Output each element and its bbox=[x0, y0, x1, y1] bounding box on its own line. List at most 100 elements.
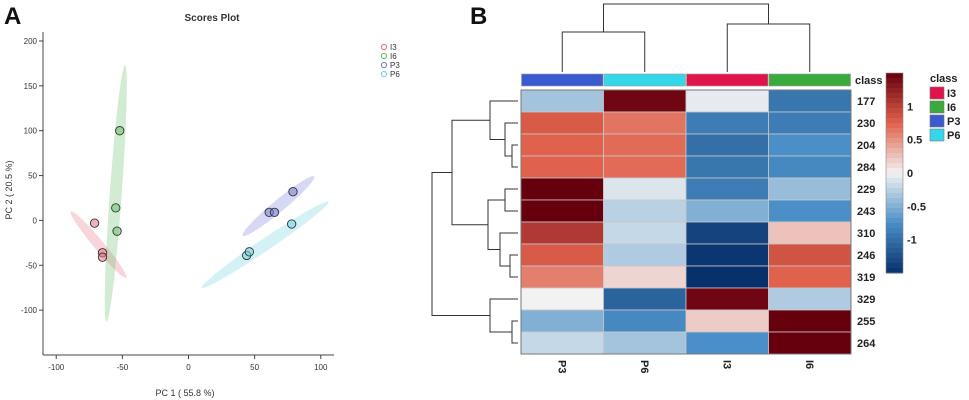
colorbar-segment bbox=[886, 133, 903, 139]
colorbar-segment bbox=[886, 253, 903, 259]
colorbar-segment bbox=[886, 108, 903, 114]
row-label-230: 230 bbox=[857, 118, 875, 130]
y-tick-label: 50 bbox=[28, 172, 37, 181]
row-dendrogram-branch bbox=[509, 254, 518, 278]
legend-marker-I3 bbox=[380, 43, 388, 51]
colorbar-tick-label: -1 bbox=[907, 235, 917, 247]
legend-marker-I6 bbox=[380, 52, 388, 60]
row-label-329: 329 bbox=[857, 294, 875, 306]
column-label-P6: P6 bbox=[638, 360, 650, 373]
colorbar-tick-label: 0.5 bbox=[907, 135, 922, 147]
row-dendrogram-branch bbox=[504, 188, 518, 212]
panel-letter-a: A bbox=[4, 3, 21, 30]
class-legend-swatch-P3 bbox=[929, 114, 945, 128]
colorbar-segment bbox=[886, 268, 903, 274]
colorbar-segment bbox=[886, 183, 903, 189]
class-bar: class bbox=[521, 73, 883, 87]
confidence-ellipse-I3 bbox=[70, 211, 127, 278]
colorbar-segment bbox=[886, 213, 903, 219]
class-legend-label-P6: P6 bbox=[947, 130, 960, 142]
class-legend-swatch-P6 bbox=[929, 128, 945, 142]
heatmap-cell-177-I3 bbox=[685, 89, 769, 113]
colorbar-segment bbox=[886, 233, 903, 239]
colorbar-segment bbox=[886, 128, 903, 134]
y-tick-label: -50 bbox=[25, 261, 37, 270]
colorbar-segment bbox=[886, 188, 903, 194]
column-label-I6: I6 bbox=[803, 360, 815, 369]
colorbar-segment bbox=[886, 153, 903, 159]
x-tick-label: -100 bbox=[48, 363, 65, 372]
colorbar-segment bbox=[886, 103, 903, 109]
row-dendrogram-branch bbox=[511, 320, 518, 344]
x-tick-label: -50 bbox=[117, 363, 129, 372]
class-legend: class I3 I6 P3 P6 bbox=[929, 73, 960, 142]
class-bar-cell-P3 bbox=[521, 73, 604, 87]
heatmap-cell-255-P3 bbox=[520, 309, 604, 333]
heatmap-cell-255-I3 bbox=[685, 309, 769, 333]
row-dendrogram-branch bbox=[499, 232, 518, 267]
class-legend-label-I6: I6 bbox=[947, 102, 956, 114]
heatmap-cell-319-I3 bbox=[685, 265, 769, 289]
row-label-246: 246 bbox=[857, 250, 875, 262]
heatmap-cell-310-P3 bbox=[520, 221, 604, 245]
heatmap-cell-329-P6 bbox=[603, 287, 687, 311]
heatmap-cell-204-P6 bbox=[603, 133, 687, 157]
heatmap-cell-204-P3 bbox=[520, 133, 604, 157]
column-label-P3: P3 bbox=[555, 360, 567, 373]
heatmap-border bbox=[520, 89, 852, 355]
heatmap-cell-177-P6 bbox=[603, 89, 687, 113]
heatmap-cell-230-P6 bbox=[603, 111, 687, 135]
heatmap: class 177 230 204 284 229 243 310 246 319 329 255 2… bbox=[431, 3, 960, 373]
row-label-310: 310 bbox=[857, 228, 875, 240]
data-point-P6 bbox=[287, 219, 297, 229]
heatmap-cell-230-I6 bbox=[768, 111, 852, 135]
row-label-284: 284 bbox=[857, 162, 876, 174]
heatmap-cell-264-I6 bbox=[768, 331, 852, 355]
heatmap-row-labels: 177 230 204 284 229 243 310 246 319 329 255 264 bbox=[857, 96, 876, 350]
column-dendrogram-branch bbox=[603, 3, 769, 32]
heatmap-cell-204-I3 bbox=[685, 133, 769, 157]
heatmap-cell-177-P3 bbox=[520, 89, 604, 113]
class-legend-swatch-I3 bbox=[929, 86, 945, 100]
colorbar-segment bbox=[886, 113, 903, 119]
row-label-264: 264 bbox=[857, 338, 876, 350]
data-point-P6 bbox=[244, 247, 254, 257]
legend-label-I6: I6 bbox=[390, 52, 397, 61]
colorbar-segment bbox=[886, 98, 903, 104]
colorbar-segment bbox=[886, 248, 903, 254]
column-dendrogram bbox=[561, 3, 811, 72]
colorbar-segment bbox=[886, 263, 903, 269]
colorbar-tick-label: 1 bbox=[907, 101, 913, 113]
data-point-I6 bbox=[115, 126, 125, 136]
scores-plot-title: Scores Plot bbox=[184, 13, 240, 24]
row-dendrogram-branch bbox=[451, 119, 490, 226]
heatmap-cell-229-P6 bbox=[603, 177, 687, 201]
colorbar-segment bbox=[886, 138, 903, 144]
heatmap-cell-243-P3 bbox=[520, 199, 604, 223]
y-tick-label: 200 bbox=[24, 37, 38, 46]
colorbar-segment bbox=[886, 243, 903, 249]
data-point-I3 bbox=[89, 218, 100, 228]
heatmap-column-labels: P3 P6 I3 I6 bbox=[555, 360, 815, 373]
row-label-243: 243 bbox=[857, 206, 875, 218]
colorbar-segment bbox=[886, 158, 903, 164]
scores-plot-axes: -100 -50 0 50 100 -100 -50 0 50 100 150 200 bbox=[21, 32, 334, 372]
scores-plot: Scores Plot PC 1 ( 55.8 %) PC 2 ( 20.5 %… bbox=[4, 13, 400, 398]
column-label-I3: I3 bbox=[720, 360, 732, 369]
colorbar-segment bbox=[886, 228, 903, 234]
heatmap-cell-246-I6 bbox=[768, 243, 852, 267]
heatmap-cell-243-I6 bbox=[768, 199, 852, 223]
class-legend-label-I3: I3 bbox=[947, 88, 956, 100]
column-dendrogram-branch bbox=[726, 23, 811, 72]
row-label-177: 177 bbox=[857, 96, 875, 108]
confidence-ellipse-P6 bbox=[201, 201, 329, 288]
legend-label-P3: P3 bbox=[390, 61, 400, 70]
y-tick-label: -100 bbox=[21, 306, 38, 315]
colorbar-segment bbox=[886, 173, 903, 179]
row-label-229: 229 bbox=[857, 184, 875, 196]
colorbar-segment bbox=[886, 78, 903, 84]
class-bar-cell-I3 bbox=[686, 73, 769, 87]
row-dendrogram-branch bbox=[511, 144, 518, 168]
colorbar-tick-label: -0.5 bbox=[907, 201, 926, 213]
